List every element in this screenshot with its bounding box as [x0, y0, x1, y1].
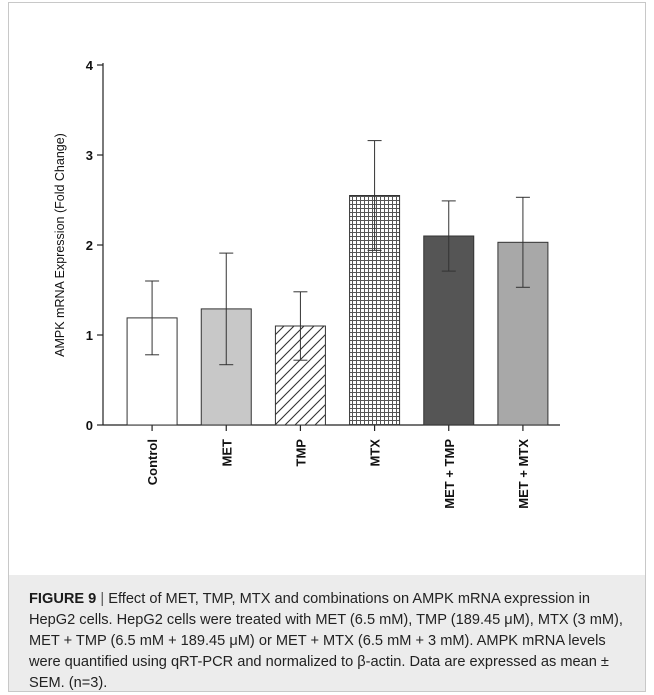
- bars: [126, 195, 549, 426]
- x-tick-label: MTX: [368, 439, 383, 467]
- figure-label: FIGURE 9: [29, 591, 97, 607]
- x-tick-label: Control: [145, 439, 160, 485]
- x-tick-label: TMP: [293, 439, 308, 467]
- y-tick-label: 1: [86, 328, 93, 343]
- y-tick-label: 0: [86, 418, 93, 433]
- caption-text: Effect of MET, TMP, MTX and combinations…: [29, 591, 623, 691]
- tick-labels: 0 1 2 3 4 Control MET TMP MTX MET + TMP MET + MTX: [86, 58, 531, 509]
- y-axis-label: AMPK mRNA Expression (Fold Change): [53, 133, 67, 357]
- x-tick-label: MET + MTX: [516, 439, 531, 509]
- error-bars: [145, 140, 530, 366]
- figure-caption: FIGURE 9 | Effect of MET, TMP, MTX and c…: [29, 589, 634, 694]
- y-tick-label: 3: [86, 148, 93, 163]
- x-tick-label: MET: [219, 439, 234, 467]
- y-tick-label: 4: [86, 58, 94, 73]
- bar-met: [200, 308, 252, 426]
- x-tick-label: MET + TMP: [442, 439, 457, 509]
- axes: [97, 63, 560, 431]
- caption-separator: |: [100, 591, 105, 607]
- y-tick-label: 2: [86, 238, 93, 253]
- caption-box: FIGURE 9 | Effect of MET, TMP, MTX and c…: [8, 575, 646, 692]
